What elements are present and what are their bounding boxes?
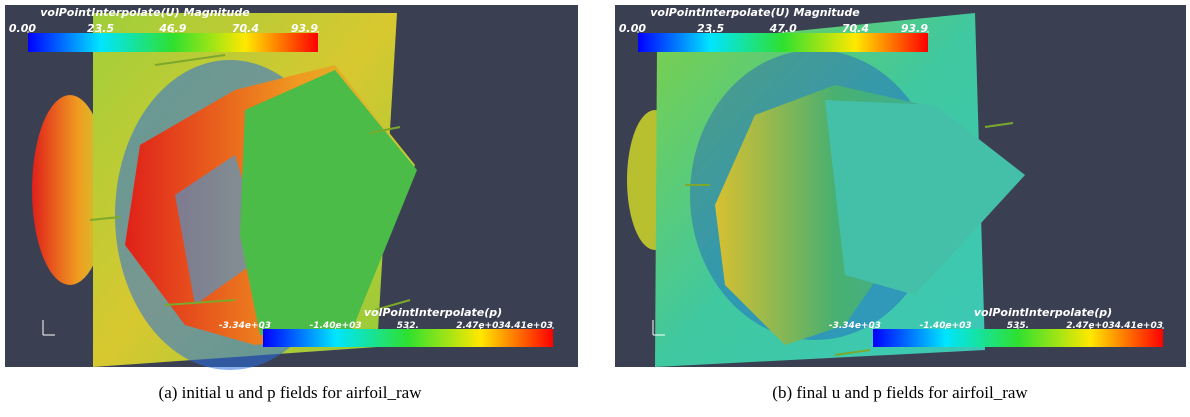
colorbar-tick-label: -3.34e+03: [829, 321, 881, 331]
caption: (a) initial u and p fields for airfoil_r…: [159, 383, 423, 402]
colorbar-tick-label: 2.47e+03: [456, 321, 504, 331]
colorbar-title: volPointInterpolate(U) Magnitude: [40, 6, 250, 19]
colorbar-tick-label: 93.9: [901, 22, 928, 35]
colorbar-tick-label: 532.: [397, 321, 419, 331]
colorbar-tick-label: 4.41e+03: [1114, 321, 1163, 331]
colorbar: [638, 33, 928, 52]
colorbar-tick-label: 46.9: [158, 22, 186, 35]
colorbar: [873, 329, 1163, 347]
caption: (b) final u and p fields for airfoil_raw: [772, 383, 1028, 402]
colorbar-tick-label: 4.41e+03: [504, 321, 553, 331]
colorbar-tick-label: -1.40e+03: [310, 321, 362, 331]
colorbar: [28, 33, 318, 52]
colorbar-tick-label: 23.5: [697, 22, 724, 35]
colorbar-title: volPointInterpolate(p): [364, 306, 502, 319]
figure: volPointInterpolate(U) Magnitude 0.00 23.5…: [0, 0, 1190, 417]
colorbar-title: volPointInterpolate(p): [974, 306, 1112, 319]
colorbar-tick-label: 70.4: [842, 22, 869, 35]
colorbar-tick-label: 0.00: [9, 22, 36, 35]
colorbar-tick-label: 93.9: [291, 22, 318, 35]
colorbar-tick-label: -3.34e+03: [219, 321, 271, 331]
colorbar-tick-label: 0.00: [619, 22, 646, 35]
colorbar-tick-label: -1.40e+03: [920, 321, 972, 331]
colorbar-tick-label: 2.47e+03: [1066, 321, 1114, 331]
colorbar: [263, 329, 553, 347]
colorbar-tick-label: 535.: [1007, 321, 1029, 331]
colorbar-tick-label: 47.0: [769, 22, 797, 35]
colorbar-tick-label: 23.5: [87, 22, 114, 35]
colorbar-title: volPointInterpolate(U) Magnitude: [650, 6, 860, 19]
colorbar-tick-label: 70.4: [232, 22, 259, 35]
